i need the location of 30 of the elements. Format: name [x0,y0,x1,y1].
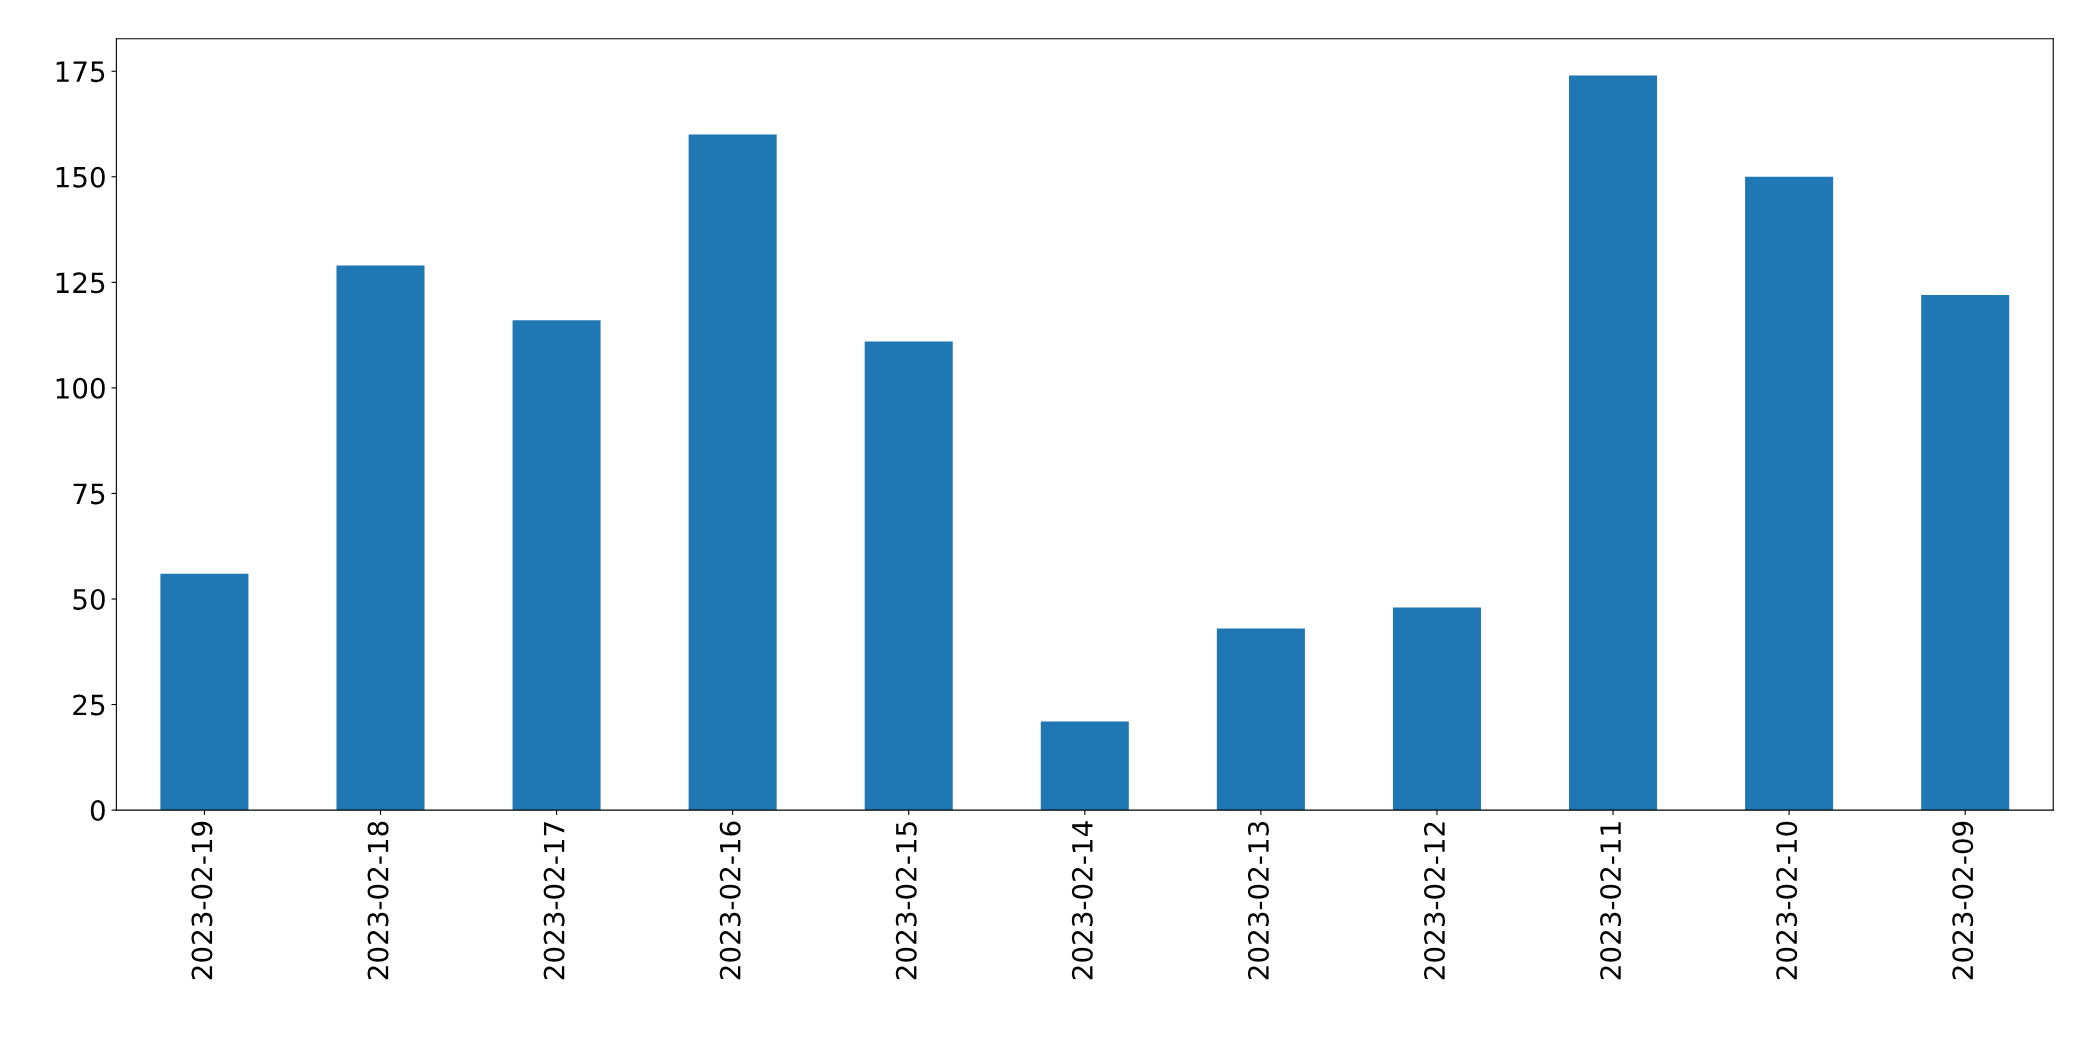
x-tick-label: 2023-02-19 [191,821,213,980]
y-tick-label: 150 [56,166,105,188]
x-tick-label: 2023-02-14 [1071,821,1093,980]
x-tick-label: 2023-02-13 [1247,822,1269,980]
bar [864,341,953,811]
y-tick-label: 125 [56,272,105,294]
x-tick-label: 2023-02-11 [1600,822,1622,980]
y-tick-label: 75 [73,483,105,505]
y-tick-label: 0 [90,800,105,822]
y-tick-label: 175 [56,61,105,83]
bar [688,134,777,811]
y-tick-label: 50 [73,588,105,610]
x-tick-label: 2023-02-15 [895,822,917,980]
bar [160,573,249,811]
x-tick-label: 2023-02-12 [1424,822,1446,980]
bar [1745,176,1834,811]
bar [1040,721,1129,811]
bar [1216,628,1305,811]
bar [336,265,425,811]
x-tick-label: 2023-02-09 [1952,821,1974,980]
y-tick-label: 100 [56,377,105,399]
bar [1392,607,1481,811]
x-tick-label: 2023-02-10 [1776,821,1798,980]
x-tick-label: 2023-02-17 [543,822,565,980]
bar [512,320,601,811]
bar [1921,295,2010,811]
x-tick-label: 2023-02-18 [367,821,389,980]
y-tick-label: 25 [73,694,105,716]
bar [1569,75,1658,811]
x-tick-label: 2023-02-16 [719,821,741,980]
